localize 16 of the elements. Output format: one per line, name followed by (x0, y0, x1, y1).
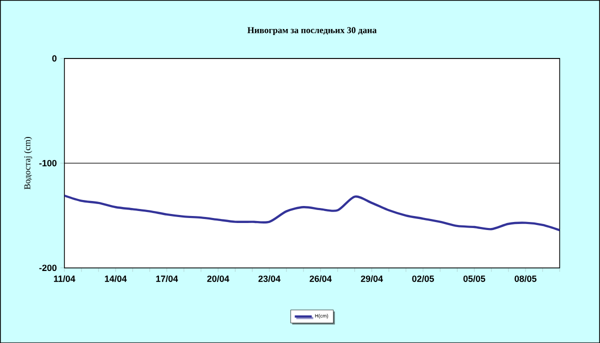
x-tick-label: 11/04 (54, 275, 76, 282)
y-tick-label: -200 (39, 264, 57, 271)
x-tick-label: 14/04 (104, 275, 127, 282)
chart-title: Нивограм за последњих 30 дана (247, 27, 377, 35)
line-series (64, 194, 560, 232)
y-axis-title: Водостај (cm) (24, 136, 32, 190)
x-tick-label: 05/05 (463, 275, 486, 282)
x-tick-label: 02/05 (412, 275, 434, 282)
x-tick-label: 26/04 (310, 275, 332, 282)
y-tick-label: -100 (39, 160, 57, 166)
x-tick-label: 08/05 (514, 275, 536, 282)
x-tick-label: 20/04 (207, 275, 230, 282)
x-tick-label: 29/04 (360, 275, 383, 282)
x-tick-label: 17/04 (156, 275, 178, 282)
y-tick-label: 0 (52, 55, 57, 62)
x-tick-label: 23/04 (258, 275, 280, 282)
